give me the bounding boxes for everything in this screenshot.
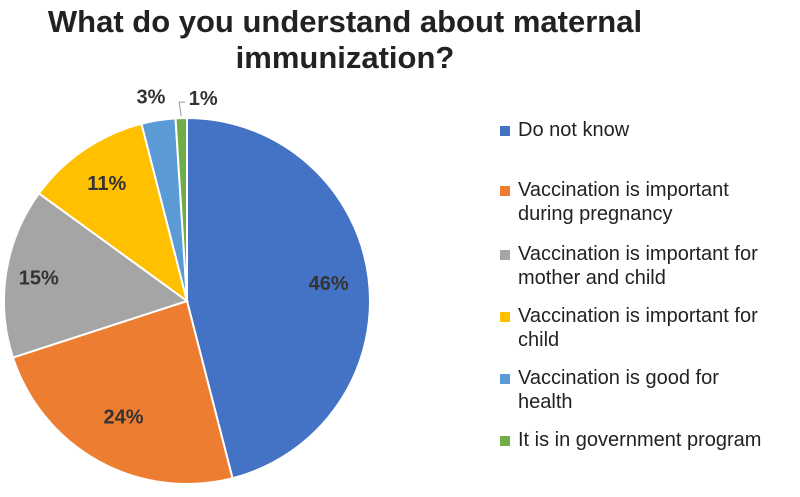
legend-label: Vaccination is important during pregnanc… <box>518 179 729 225</box>
legend-swatch <box>500 312 510 322</box>
pie-slice <box>37 122 189 304</box>
legend-label: Vaccination is good for health <box>518 367 719 413</box>
legend-label: It is in government program <box>518 429 762 451</box>
legend-label: Vaccination is important for mother and … <box>518 243 758 289</box>
legend-swatch <box>500 250 510 260</box>
legend-label: Vaccination is important for child <box>518 305 758 351</box>
legend: Do not know Vaccination is important dur… <box>500 118 800 452</box>
slice-percent-label: 24% <box>104 406 144 428</box>
pie-slice <box>174 116 188 302</box>
chart-title-line-2: immunization? <box>235 40 455 75</box>
legend-swatch <box>500 436 510 446</box>
chart-title: What do you understand about maternal im… <box>0 4 690 76</box>
legend-item: Vaccination is good for health <box>500 366 800 428</box>
legend-swatch <box>500 374 510 384</box>
legend-item: It is in government program <box>500 428 800 452</box>
legend-swatch <box>500 126 510 136</box>
pie-slice <box>3 192 190 359</box>
legend-item: Do not know <box>500 118 800 178</box>
legend-item: Vaccination is important during pregnanc… <box>500 178 800 242</box>
legend-swatch <box>500 186 510 196</box>
slice-percent-label: 46% <box>309 273 349 295</box>
legend-label: Do not know <box>518 119 630 141</box>
pie-slice <box>186 116 371 480</box>
legend-item: Vaccination is important for mother and … <box>500 242 800 304</box>
slice-percent-label: 3% <box>136 87 165 109</box>
leader-line <box>178 101 186 117</box>
slice-percent-label: 11% <box>87 173 126 195</box>
slice-percent-label: 15% <box>19 268 59 290</box>
pie-slice <box>11 299 234 485</box>
legend-item: Vaccination is important for child <box>500 304 800 366</box>
slice-percent-label: 1% <box>189 88 218 110</box>
chart-title-line-1: What do you understand about maternal <box>47 4 643 39</box>
